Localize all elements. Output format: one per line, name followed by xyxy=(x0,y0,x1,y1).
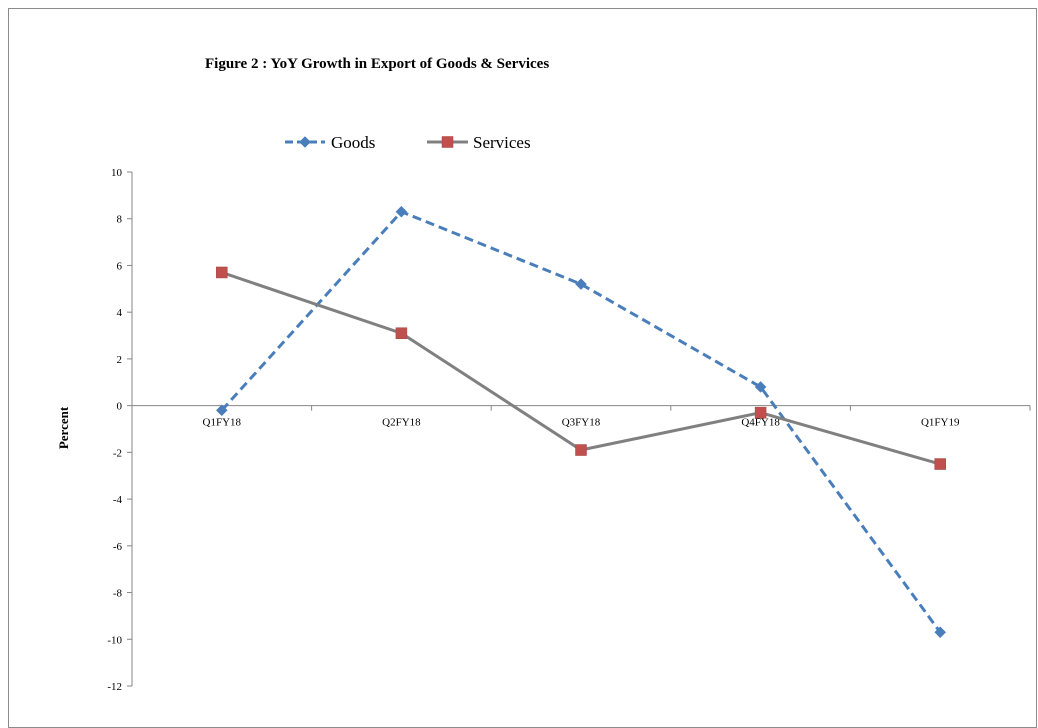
legend-item-goods: Goods xyxy=(285,133,375,152)
x-axis: Q1FY18 Q2FY18 Q3FY18 Q4FY18 Q1FY19 xyxy=(131,405,1031,429)
y-axis: 10 8 6 4 2 0 -2 -4 -6 -8 -10 -12 xyxy=(107,167,133,693)
chart-title: Figure 2 : YoY Growth in Export of Goods… xyxy=(205,56,550,72)
series-layer xyxy=(215,205,947,639)
series-services xyxy=(216,266,946,470)
y-tick-label: 6 xyxy=(117,260,123,272)
series-line-services xyxy=(221,271,941,466)
data-point-goods xyxy=(395,205,408,218)
y-tick-label: -12 xyxy=(107,681,122,693)
legend-label-services: Services xyxy=(473,133,531,152)
y-tick-label: 4 xyxy=(117,307,123,319)
x-tick-label: Q1FY18 xyxy=(203,417,242,429)
x-tick-label: Q4FY18 xyxy=(741,417,780,429)
data-point-goods xyxy=(215,404,228,417)
y-tick-label: 0 xyxy=(117,401,123,413)
y-tick-label: 8 xyxy=(117,214,123,226)
data-point-goods xyxy=(754,381,767,393)
y-axis-label: Percent xyxy=(56,406,71,449)
y-tick-label: 10 xyxy=(111,167,123,179)
legend-label-goods: Goods xyxy=(331,133,375,152)
y-tick-label: -4 xyxy=(113,494,123,506)
data-point-services xyxy=(575,444,587,456)
y-tick-label: -2 xyxy=(113,447,122,459)
data-point-services xyxy=(395,327,408,339)
y-tick-label: 2 xyxy=(117,354,123,366)
y-tick-label: -10 xyxy=(107,634,122,646)
legend-marker-services xyxy=(441,136,454,148)
data-point-services xyxy=(754,406,767,419)
data-point-goods xyxy=(575,278,587,290)
y-tick-label: -6 xyxy=(113,541,123,553)
data-point-services xyxy=(216,266,228,279)
series-goods xyxy=(215,205,947,639)
x-tick-label: Q2FY18 xyxy=(382,417,421,429)
legend-item-services: Services xyxy=(427,133,531,152)
legend-marker-goods xyxy=(299,136,311,148)
y-tick-label: -8 xyxy=(113,588,123,600)
legend: Goods Services xyxy=(285,133,531,152)
x-tick-label: Q1FY19 xyxy=(921,417,960,429)
x-tick-label: Q3FY18 xyxy=(562,417,601,429)
data-point-services xyxy=(934,458,946,470)
data-point-goods xyxy=(934,626,947,639)
